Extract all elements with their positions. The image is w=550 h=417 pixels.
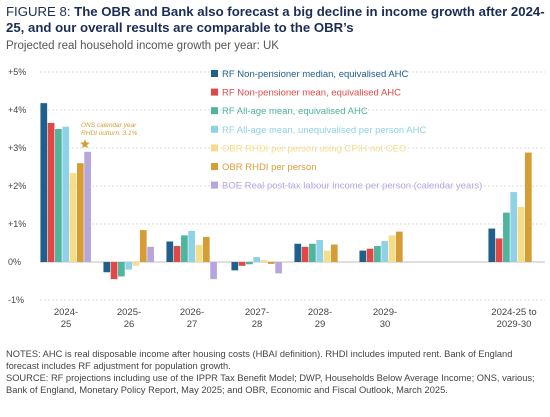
bar: [488, 228, 496, 262]
bars: [40, 103, 532, 280]
bar: [173, 246, 181, 262]
legend-swatch: [211, 107, 218, 115]
legend-swatch: [211, 70, 218, 77]
figure-label: FIGURE 8:: [6, 4, 75, 19]
bar: [195, 244, 203, 262]
bar: [246, 262, 253, 265]
x-tick-label: 2026-: [180, 307, 204, 318]
bar: [267, 262, 275, 264]
bar: [210, 262, 217, 280]
bar: [47, 122, 55, 262]
chart-subtitle: Projected real household income growth p…: [6, 40, 279, 52]
x-tick-label: 28: [252, 319, 263, 330]
bar: [374, 246, 381, 262]
y-tick-label: +1%: [8, 219, 26, 229]
y-tick-label: -1%: [8, 295, 24, 305]
bar: [495, 238, 503, 262]
y-axis: -1% 0% +1% +2% +3% +4% +5%: [8, 67, 26, 305]
bar: [62, 126, 70, 262]
bar: [166, 241, 174, 262]
figure-title: The OBR and Bank also forecast a big dec…: [6, 4, 545, 35]
legend-label: RF All-age mean, equivalised AHC: [222, 106, 368, 117]
y-tick-label: +2%: [8, 181, 26, 191]
bar: [40, 103, 48, 262]
x-tick-label: 2024-: [54, 307, 78, 318]
bar: [253, 257, 261, 262]
bar: [275, 262, 282, 274]
x-tick-label: 2027-: [245, 307, 269, 318]
x-tick-label: 2029-30: [497, 319, 532, 330]
bar: [69, 173, 77, 262]
legend-label: OBR RHDI per person using CPIH not CEO: [222, 143, 406, 154]
bar: [395, 231, 403, 262]
bar: [260, 260, 268, 262]
legend-label: RF Non-pensioner median, equivalised AHC: [222, 69, 409, 80]
x-tick-label: 30: [380, 319, 391, 330]
legend-label: BOE Real post-tax labour income per pers…: [222, 181, 482, 192]
bar: [147, 246, 154, 262]
legend-label: RF All-age mean, unequivalised per perso…: [222, 125, 427, 136]
chart-title: FIGURE 8: The OBR and Bank also forecast…: [6, 4, 546, 36]
x-tick-label: 26: [124, 319, 135, 330]
bar: [55, 129, 62, 262]
bar: [524, 152, 532, 262]
bar: [510, 192, 518, 262]
y-tick-label: +4%: [8, 105, 26, 115]
bar: [202, 236, 210, 262]
legend: RF Non-pensioner median, equivalised AHC…: [211, 69, 482, 192]
bar: [110, 262, 118, 280]
legend-swatch: [211, 125, 218, 133]
bar: [330, 244, 338, 262]
bar: [132, 262, 140, 266]
income-growth-chart: -1% 0% +1% +2% +3% +4% +5% 2024-25 2025-26 2026-…: [8, 67, 545, 330]
source-text: SOURCE: RF projections including use of …: [6, 373, 535, 395]
bar: [381, 241, 389, 262]
bar: [84, 151, 91, 262]
bar: [503, 212, 510, 262]
bar: [366, 248, 374, 262]
bar: [388, 235, 396, 262]
bar: [76, 163, 84, 262]
bar: [323, 250, 331, 262]
x-axis: 2024-25 2025-26 2026-27 2027-28 2028-29 2029-…: [54, 307, 537, 330]
bar: [103, 262, 111, 273]
notes-text: NOTES: AHC is real disposable income aft…: [6, 349, 513, 371]
x-tick-label: 25: [61, 319, 72, 330]
x-tick-label: 2028-: [308, 307, 332, 318]
bar: [238, 262, 246, 266]
bar: [118, 262, 125, 277]
bar: [125, 262, 133, 270]
x-tick-label: 2024-25 to: [491, 307, 536, 318]
bar: [188, 230, 196, 262]
annotation-text: ONS calendar year: [81, 122, 137, 129]
legend-swatch: [211, 88, 218, 96]
notes-block: NOTES: AHC is real disposable income aft…: [6, 348, 546, 396]
y-tick-label: +5%: [8, 67, 26, 77]
bar: [309, 243, 316, 262]
bar: [517, 206, 525, 262]
bar: [139, 230, 147, 262]
x-tick-label: 2025-: [117, 307, 141, 318]
bar: [301, 246, 309, 262]
bar: [359, 250, 367, 262]
y-tick-label: 0%: [8, 257, 21, 267]
legend-swatch: [211, 163, 218, 170]
x-tick-label: 29: [315, 319, 326, 330]
bar: [316, 239, 324, 262]
bar: [231, 262, 239, 271]
legend-swatch: [211, 144, 218, 152]
bar: [294, 243, 302, 262]
star-marker: [80, 139, 90, 149]
legend-label: RF Non-pensioner mean, equivalised AHC: [222, 88, 401, 99]
y-tick-label: +3%: [8, 143, 26, 153]
legend-label: OBR RHDI per person: [222, 162, 317, 173]
bar: [181, 235, 188, 262]
legend-swatch: [211, 181, 218, 189]
x-tick-label: 2029-: [373, 307, 397, 318]
x-tick-label: 27: [187, 319, 198, 330]
annotation-text: RHDI outturn: 3.1%: [81, 130, 138, 137]
